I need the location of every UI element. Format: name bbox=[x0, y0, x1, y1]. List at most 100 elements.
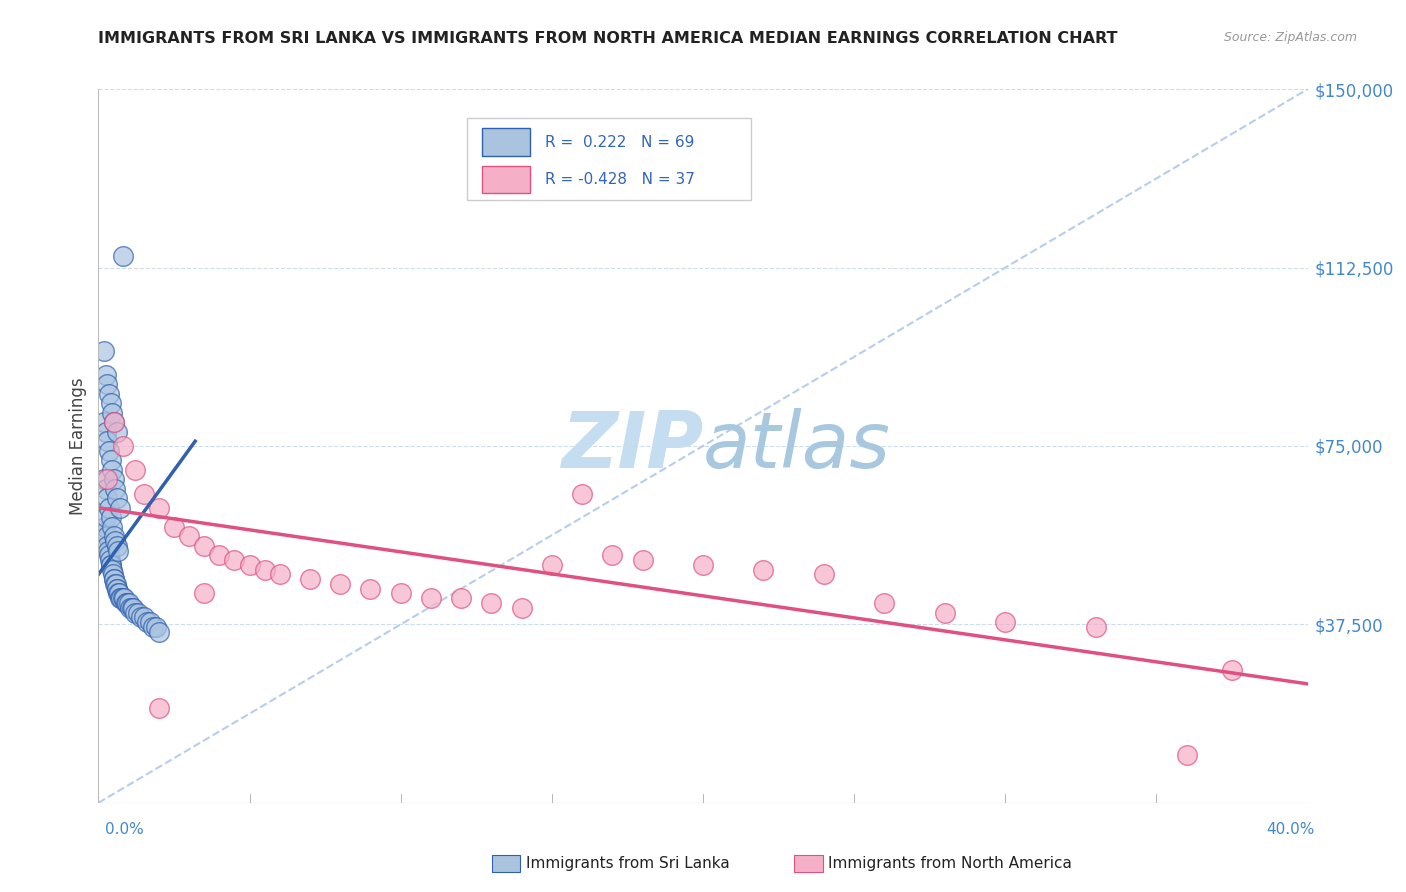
Point bbox=[1175, 748, 1198, 763]
Point bbox=[420, 591, 443, 606]
Point bbox=[105, 582, 128, 596]
Text: R =  0.222   N = 69: R = 0.222 N = 69 bbox=[544, 135, 695, 150]
Point bbox=[103, 415, 125, 429]
Point bbox=[813, 567, 835, 582]
Point bbox=[100, 558, 122, 572]
Point bbox=[139, 615, 162, 629]
Point bbox=[96, 472, 118, 486]
Point bbox=[94, 482, 117, 496]
Point bbox=[142, 620, 165, 634]
Point bbox=[389, 586, 412, 600]
Point bbox=[121, 600, 143, 615]
Point bbox=[110, 591, 132, 606]
Point bbox=[994, 615, 1017, 629]
Point bbox=[571, 486, 593, 500]
Point bbox=[101, 563, 124, 577]
Point bbox=[193, 539, 215, 553]
Text: ZIP: ZIP bbox=[561, 408, 703, 484]
Point bbox=[94, 425, 117, 439]
Point bbox=[98, 500, 121, 515]
Point bbox=[96, 491, 118, 506]
Point bbox=[253, 563, 276, 577]
Point bbox=[104, 577, 127, 591]
Point bbox=[108, 586, 131, 600]
Point bbox=[360, 582, 382, 596]
Point bbox=[100, 396, 122, 410]
Point bbox=[193, 586, 215, 600]
Text: Source: ZipAtlas.com: Source: ZipAtlas.com bbox=[1223, 31, 1357, 45]
Point bbox=[602, 549, 624, 563]
Bar bbox=[482, 166, 530, 193]
Point bbox=[135, 615, 157, 629]
Point bbox=[91, 534, 114, 549]
Point bbox=[101, 520, 124, 534]
Text: Immigrants from Sri Lanka: Immigrants from Sri Lanka bbox=[526, 856, 730, 871]
Point bbox=[105, 582, 128, 596]
Point bbox=[179, 529, 201, 543]
Point bbox=[105, 491, 128, 506]
Point bbox=[93, 472, 115, 486]
Point bbox=[148, 500, 170, 515]
Point bbox=[1085, 620, 1108, 634]
Point bbox=[101, 567, 124, 582]
Point bbox=[104, 534, 127, 549]
Point bbox=[132, 486, 155, 500]
Point bbox=[93, 524, 115, 539]
Point bbox=[129, 610, 152, 624]
Point bbox=[112, 591, 135, 606]
Point bbox=[97, 543, 120, 558]
Point bbox=[239, 558, 262, 572]
Point bbox=[114, 596, 136, 610]
Point bbox=[115, 596, 138, 610]
Point bbox=[873, 596, 896, 610]
Point bbox=[100, 453, 122, 467]
Point bbox=[111, 249, 134, 263]
Point bbox=[103, 472, 125, 486]
Point bbox=[118, 596, 141, 610]
Point bbox=[148, 700, 170, 714]
Point bbox=[103, 529, 125, 543]
Point bbox=[481, 596, 503, 610]
Point bbox=[145, 620, 167, 634]
Point bbox=[98, 386, 121, 401]
Point bbox=[105, 539, 128, 553]
Point bbox=[103, 572, 125, 586]
Y-axis label: Median Earnings: Median Earnings bbox=[69, 377, 87, 515]
Point bbox=[122, 600, 145, 615]
Point bbox=[107, 586, 129, 600]
Point bbox=[111, 439, 134, 453]
Point bbox=[96, 434, 118, 449]
Point bbox=[631, 553, 654, 567]
Point bbox=[111, 591, 134, 606]
Point bbox=[103, 572, 125, 586]
Text: Immigrants from North America: Immigrants from North America bbox=[828, 856, 1071, 871]
Point bbox=[104, 577, 127, 591]
Text: 0.0%: 0.0% bbox=[105, 822, 145, 837]
Point bbox=[208, 549, 231, 563]
Point bbox=[96, 377, 118, 392]
Point bbox=[105, 425, 128, 439]
Point bbox=[100, 510, 122, 524]
Point bbox=[96, 539, 118, 553]
Point bbox=[540, 558, 562, 572]
Text: 40.0%: 40.0% bbox=[1267, 822, 1315, 837]
Point bbox=[692, 558, 714, 572]
Point bbox=[98, 553, 121, 567]
Text: atlas: atlas bbox=[703, 408, 891, 484]
Point bbox=[329, 577, 352, 591]
Point bbox=[93, 415, 115, 429]
FancyBboxPatch shape bbox=[467, 118, 751, 200]
Point bbox=[120, 600, 142, 615]
Point bbox=[93, 343, 115, 358]
Point bbox=[98, 443, 121, 458]
Point bbox=[752, 563, 775, 577]
Point bbox=[148, 624, 170, 639]
Bar bbox=[482, 128, 530, 155]
Point bbox=[101, 463, 124, 477]
Point bbox=[96, 529, 118, 543]
Point bbox=[269, 567, 291, 582]
Point bbox=[163, 520, 186, 534]
Point bbox=[450, 591, 472, 606]
Point bbox=[124, 606, 146, 620]
Point bbox=[94, 520, 117, 534]
